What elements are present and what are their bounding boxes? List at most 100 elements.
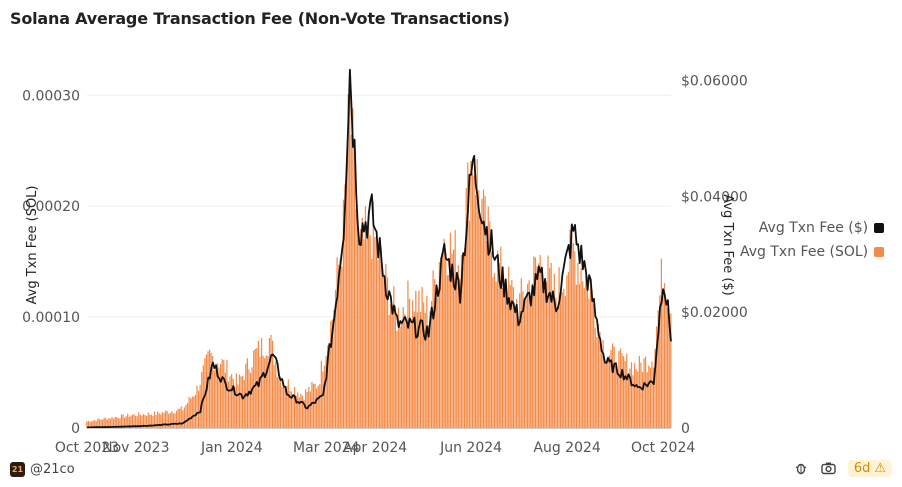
bar [445, 253, 447, 428]
bar [574, 251, 576, 428]
bar [89, 421, 91, 428]
bar [657, 310, 659, 428]
bar [569, 229, 571, 428]
bar [578, 284, 581, 428]
bar [374, 236, 376, 428]
bar [231, 373, 233, 428]
chart-legend: Avg Txn Fee ($) Avg Txn Fee (SOL) [740, 216, 885, 264]
bar [640, 362, 642, 428]
bar [399, 326, 401, 428]
bar [135, 415, 137, 428]
bar [105, 417, 107, 428]
brand-handle: @21co [30, 462, 75, 477]
bar [242, 375, 244, 428]
bar [452, 249, 455, 428]
bar [290, 391, 293, 428]
y-tick-label-right: $0.04000 [681, 189, 748, 205]
bar [449, 232, 452, 428]
bar [223, 360, 225, 428]
camera-icon[interactable] [820, 459, 838, 477]
bar [174, 413, 176, 428]
bar [360, 229, 362, 428]
bar [401, 323, 403, 428]
legend-item-sol[interactable]: Avg Txn Fee (SOL) [740, 240, 885, 264]
bar [383, 280, 385, 428]
bar [630, 362, 633, 428]
bar [446, 275, 448, 428]
bar [364, 206, 367, 428]
bar [249, 372, 252, 428]
footer-brand[interactable]: 21 @21co [10, 462, 75, 477]
bar [637, 371, 639, 428]
bar [506, 302, 508, 428]
bar [572, 243, 574, 428]
bar [169, 413, 171, 428]
bug-icon[interactable] [792, 459, 810, 477]
bar [481, 198, 483, 428]
bar [243, 380, 245, 428]
bar [615, 365, 617, 428]
bar [334, 289, 337, 428]
legend-swatch-sol [874, 247, 885, 257]
bar [119, 418, 121, 428]
bar [519, 293, 521, 428]
bar [482, 189, 485, 428]
bar [188, 396, 190, 428]
bar [602, 340, 604, 428]
bar [323, 365, 326, 428]
bar [659, 295, 661, 428]
bar [641, 371, 644, 428]
bar [289, 390, 291, 428]
bar [504, 291, 507, 428]
staleness-badge[interactable]: 6d ⚠ [847, 459, 892, 477]
bar [393, 286, 395, 428]
bar [520, 278, 522, 428]
bar [438, 261, 441, 428]
brand-logo-icon: 21 [10, 462, 25, 477]
bar [419, 311, 422, 428]
bar [394, 305, 396, 428]
bar [142, 414, 145, 428]
bar [131, 414, 134, 428]
bar [111, 416, 113, 428]
bar [508, 266, 510, 428]
bar [528, 280, 530, 428]
bar [624, 360, 626, 428]
bar [427, 325, 430, 428]
bar [503, 286, 505, 428]
bar [311, 381, 313, 428]
bar [634, 362, 636, 428]
bar [224, 372, 226, 428]
bar [514, 310, 516, 428]
bar [421, 286, 423, 428]
y-tick-label-left: 0 [71, 421, 80, 437]
bar [279, 378, 282, 428]
bar [553, 273, 555, 428]
bar [171, 411, 173, 428]
bar [531, 283, 533, 428]
bar [479, 221, 481, 428]
bar [139, 414, 141, 428]
bar [591, 289, 593, 428]
y-tick-label-left: 0.00030 [22, 88, 80, 104]
x-tick-label: Oct 2024 [631, 440, 695, 456]
bar [537, 263, 540, 428]
legend-item-usd[interactable]: Avg Txn Fee ($) [740, 216, 885, 240]
bar [522, 291, 524, 428]
bar [147, 412, 149, 428]
bar [638, 355, 640, 428]
bar [621, 353, 623, 428]
bar [459, 278, 461, 428]
legend-swatch-usd [874, 223, 885, 233]
bar [264, 358, 266, 428]
bar [122, 414, 124, 428]
bar [161, 412, 163, 428]
bar [172, 413, 175, 428]
bar [501, 288, 504, 428]
bar [541, 271, 543, 428]
bar [555, 297, 557, 428]
bar [275, 361, 277, 428]
x-tick-label: Aug 2024 [533, 440, 601, 456]
bar [94, 420, 96, 428]
bar [369, 235, 371, 428]
